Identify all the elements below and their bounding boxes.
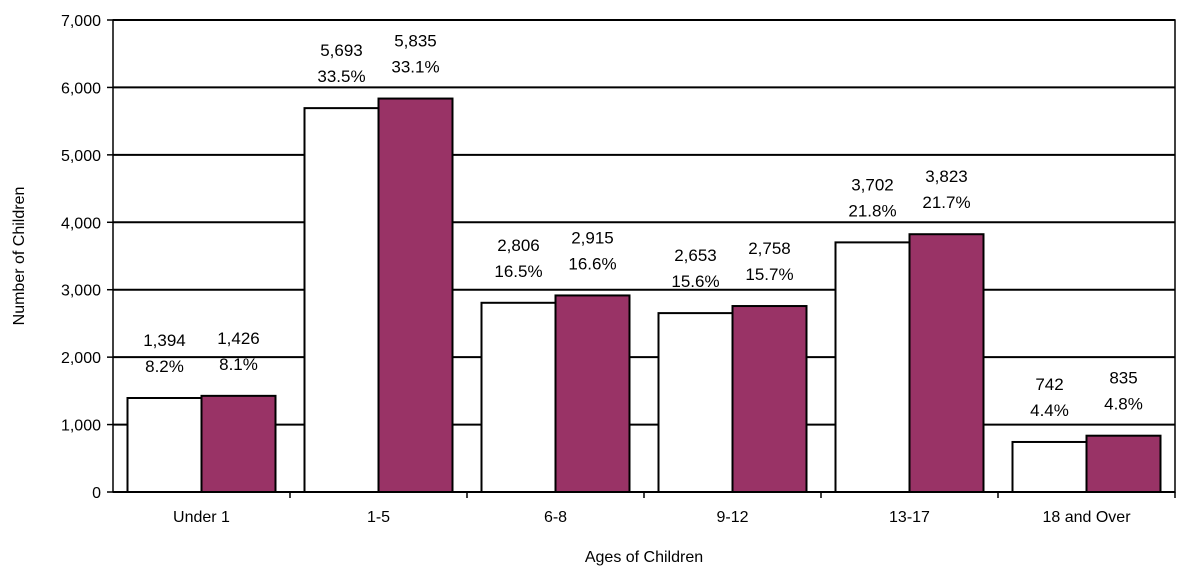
bar-value-label: 3,823 bbox=[925, 167, 968, 186]
bar-percent-label: 21.7% bbox=[922, 193, 970, 212]
axes bbox=[112, 19, 1176, 498]
x-category-label: 6-8 bbox=[544, 509, 567, 526]
bar-percent-label: 15.7% bbox=[745, 265, 793, 284]
data-labels: 1,394 8.2% 1,426 8.1% 5,693 33.5% 5,835 33.1% 2,… bbox=[143, 32, 1143, 420]
y-tick-label: 2,000 bbox=[61, 350, 101, 367]
bar-value-label: 2,806 bbox=[497, 236, 540, 255]
bar-series-1 bbox=[1011, 440, 1088, 493]
bar-series-1 bbox=[834, 241, 911, 493]
y-axis-title: Number of Children bbox=[11, 187, 28, 326]
bar-series-2 bbox=[377, 97, 454, 493]
bar-series-2 bbox=[908, 233, 985, 493]
bar-percent-label: 8.2% bbox=[145, 357, 184, 376]
bar-value-label: 5,835 bbox=[394, 32, 437, 51]
y-tick-label: 3,000 bbox=[61, 283, 101, 300]
bar-series-2 bbox=[554, 294, 631, 493]
bar-value-label: 2,653 bbox=[674, 246, 717, 265]
y-tick-label: 6,000 bbox=[61, 80, 101, 97]
x-category-label: 18 and Over bbox=[1042, 509, 1131, 526]
bar-series-2 bbox=[731, 305, 808, 494]
bar-value-label: 1,426 bbox=[217, 329, 260, 348]
x-category-label: 13-17 bbox=[889, 509, 930, 526]
bar-percent-label: 16.6% bbox=[568, 254, 616, 273]
bar-percent-label: 33.5% bbox=[317, 67, 365, 86]
bar-value-label: 835 bbox=[1109, 369, 1137, 388]
bar-value-label: 5,693 bbox=[320, 41, 363, 60]
gridlines bbox=[113, 19, 1175, 426]
y-tick-label: 5,000 bbox=[61, 148, 101, 165]
y-axis-ticks: 0 1,000 2,000 3,000 4,000 5,000 6,000 7,000 bbox=[61, 13, 113, 502]
x-category-label: 9-12 bbox=[716, 509, 748, 526]
bar-value-label: 1,394 bbox=[143, 331, 186, 350]
bar-value-label: 2,758 bbox=[748, 239, 791, 258]
bars bbox=[126, 97, 1162, 494]
bar-value-label: 3,702 bbox=[851, 175, 894, 194]
bar-percent-label: 4.4% bbox=[1030, 401, 1069, 420]
bar-series-1 bbox=[480, 301, 557, 494]
x-category-label: Under 1 bbox=[173, 509, 230, 526]
bar-percent-label: 15.6% bbox=[671, 272, 719, 291]
bar-percent-label: 33.1% bbox=[391, 58, 439, 77]
bar-series-1 bbox=[126, 397, 203, 494]
bar-series-2 bbox=[200, 394, 277, 494]
x-category-label: 1-5 bbox=[367, 509, 390, 526]
bar-percent-label: 8.1% bbox=[219, 355, 258, 374]
bar-series-1 bbox=[303, 107, 380, 493]
y-tick-label: 0 bbox=[92, 485, 101, 502]
bar-value-label: 742 bbox=[1035, 375, 1063, 394]
x-axis-title: Ages of Children bbox=[585, 549, 703, 566]
bar-value-label: 2,915 bbox=[571, 228, 614, 247]
x-axis-categories: Under 1 1-5 6-8 9-12 13-17 18 and Over bbox=[173, 509, 1131, 526]
bar-percent-label: 16.5% bbox=[494, 262, 542, 281]
bar-series-2 bbox=[1085, 434, 1162, 493]
y-tick-label: 4,000 bbox=[61, 215, 101, 232]
y-tick-label: 7,000 bbox=[61, 13, 101, 30]
bar-percent-label: 4.8% bbox=[1104, 395, 1143, 414]
bar-percent-label: 21.8% bbox=[848, 201, 896, 220]
y-tick-label: 1,000 bbox=[61, 418, 101, 435]
bar-series-1 bbox=[657, 312, 734, 493]
